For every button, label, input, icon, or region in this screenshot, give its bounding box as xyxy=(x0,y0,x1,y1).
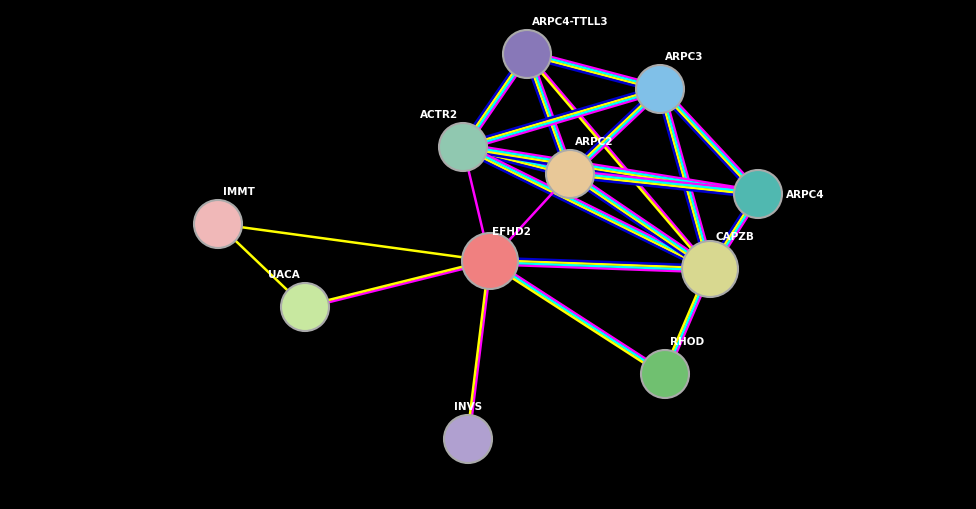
Circle shape xyxy=(734,171,782,218)
Circle shape xyxy=(439,124,487,172)
Circle shape xyxy=(546,151,594,199)
Circle shape xyxy=(641,350,689,398)
Text: CAPZB: CAPZB xyxy=(715,232,753,242)
Text: UACA: UACA xyxy=(268,269,300,279)
Circle shape xyxy=(636,66,684,114)
Text: ARPC4-TTLL3: ARPC4-TTLL3 xyxy=(532,17,609,27)
Circle shape xyxy=(444,415,492,463)
Circle shape xyxy=(503,31,551,79)
Text: RHOD: RHOD xyxy=(670,336,704,346)
Circle shape xyxy=(682,242,738,297)
Circle shape xyxy=(281,284,329,331)
Text: ARPC4: ARPC4 xyxy=(786,190,825,200)
Circle shape xyxy=(462,234,518,290)
Text: ARPC2: ARPC2 xyxy=(575,137,614,147)
Text: EFHD2: EFHD2 xyxy=(492,227,531,237)
Text: ACTR2: ACTR2 xyxy=(420,110,458,120)
Circle shape xyxy=(194,201,242,248)
Text: IMMT: IMMT xyxy=(223,187,255,196)
Text: INVS: INVS xyxy=(454,401,482,411)
Text: ARPC3: ARPC3 xyxy=(665,52,704,62)
